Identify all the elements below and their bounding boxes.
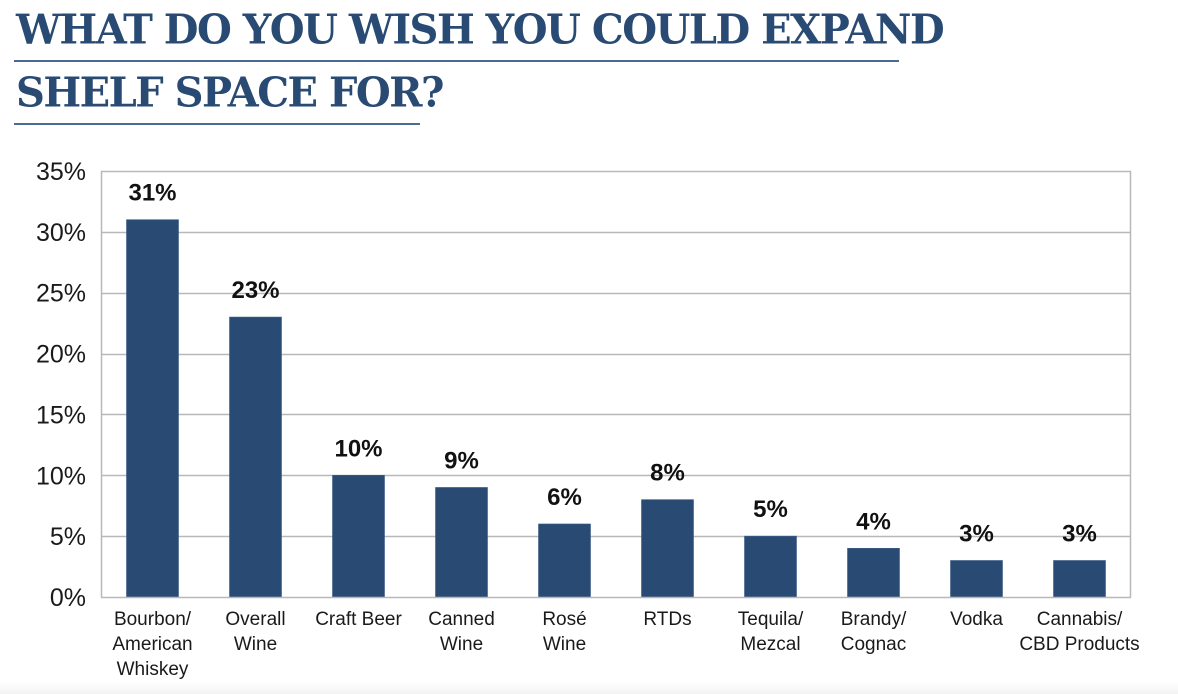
axes xyxy=(100,171,1132,599)
x-tick-label-line: Brandy/ xyxy=(841,609,907,630)
data-label: 5% xyxy=(753,496,788,523)
bar xyxy=(538,523,591,598)
x-tick-label: Brandy/Cognac xyxy=(841,609,907,655)
bar xyxy=(641,499,694,598)
x-tick-label: Rosé Wine xyxy=(542,609,586,655)
x-tick-label-line: Wine xyxy=(440,634,483,655)
x-tick-label: Vodka xyxy=(950,609,1003,630)
x-tick-label-line: Cognac xyxy=(841,634,907,655)
x-tick-label: Overall Wine xyxy=(225,609,285,655)
x-tick-label-line: Tequila/ xyxy=(738,609,804,630)
x-tick-label-line: American xyxy=(112,634,192,655)
y-tick-label: 30% xyxy=(36,219,86,247)
data-label: 6% xyxy=(547,484,582,511)
x-axis-tick-labels: Bourbon/American Whiskey Overall Wine Craft … xyxy=(112,609,1139,680)
bottom-shadow xyxy=(0,682,1178,694)
y-tick-label: 25% xyxy=(36,280,86,308)
bar xyxy=(332,474,385,598)
x-tick-label: Bourbon/American Whiskey xyxy=(112,609,192,680)
data-label: 31% xyxy=(128,180,176,207)
y-tick-label: 10% xyxy=(36,462,86,490)
bar xyxy=(435,487,488,598)
x-tick-label: RTDs xyxy=(643,609,691,630)
x-tick-label-line: Vodka xyxy=(950,609,1003,630)
x-tick-label-line: Cannabis/ xyxy=(1037,609,1123,630)
x-tick-label-line: Wine xyxy=(543,634,586,655)
bar xyxy=(847,548,900,598)
x-tick-label-line: Rosé xyxy=(542,609,586,630)
x-tick-label-line: Mezcal xyxy=(740,634,800,655)
x-tick-label-line: Bourbon/ xyxy=(114,609,192,630)
data-label: 8% xyxy=(650,460,685,487)
x-tick-label-line: Whiskey xyxy=(117,659,189,680)
title-underline-1 xyxy=(14,60,899,62)
chart-title-line-1: WHAT DO YOU WISH YOU COULD EXPAND xyxy=(16,5,945,54)
data-labels: 31% 23% 10% 9% 6% 8% 5% 4% 3% 3% xyxy=(128,180,1096,548)
bar xyxy=(950,560,1003,598)
x-tick-label-line: Wine xyxy=(234,634,277,655)
data-label: 10% xyxy=(334,435,382,462)
y-tick-label: 15% xyxy=(36,401,86,429)
y-axis-tick-labels: 0% 5% 10% 15% 20% 25% 30% 35% xyxy=(36,158,86,612)
x-tick-label: Cannabis/CBD Products xyxy=(1019,609,1139,655)
data-label: 3% xyxy=(1062,520,1097,547)
x-tick-label-line: Overall xyxy=(225,609,285,630)
x-tick-label-line: Canned xyxy=(428,609,495,630)
y-tick-label: 20% xyxy=(36,341,86,369)
x-tick-label: Canned Wine xyxy=(428,609,495,655)
bar xyxy=(229,316,282,598)
x-tick-label: Tequila/Mezcal xyxy=(738,609,804,655)
title-underline-2 xyxy=(14,123,420,125)
data-label: 9% xyxy=(444,447,479,474)
bar xyxy=(1053,560,1106,598)
data-label: 23% xyxy=(231,277,279,304)
y-tick-label: 35% xyxy=(36,158,86,186)
x-tick-label: Craft Beer xyxy=(315,609,402,630)
bar xyxy=(126,219,179,598)
x-tick-label-line: Craft Beer xyxy=(315,609,402,630)
x-tick-label-line: RTDs xyxy=(643,609,691,630)
y-tick-label: 0% xyxy=(50,584,86,612)
x-tick-label-line: CBD Products xyxy=(1019,634,1139,655)
y-tick-label: 5% xyxy=(50,523,86,551)
data-label: 4% xyxy=(856,508,891,535)
bars xyxy=(126,219,1106,598)
bar xyxy=(744,535,797,598)
chart-title-line-2: SHELF SPACE FOR? xyxy=(16,68,444,117)
data-label: 3% xyxy=(959,520,994,547)
